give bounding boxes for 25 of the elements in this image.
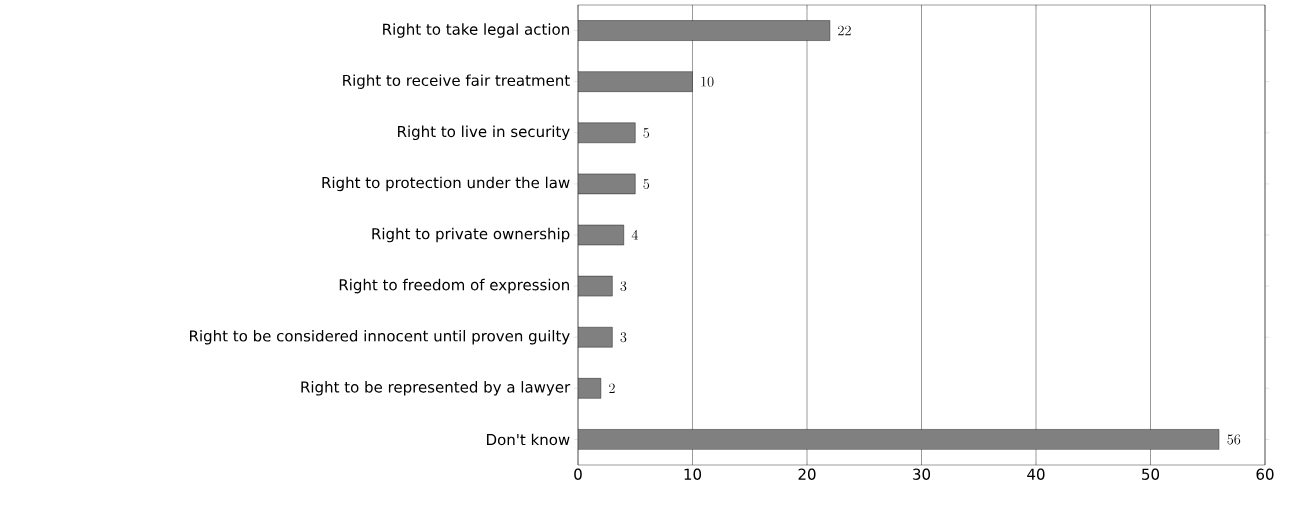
data-label: 5 (643, 127, 650, 138)
data-label: 5 (643, 178, 650, 189)
x-tick-label: 50 (1142, 468, 1160, 480)
data-label: 3 (620, 281, 627, 292)
y-tick-label: Don't know (487, 433, 570, 446)
y-tick-label: Right to be represented by a lawyer (301, 381, 571, 396)
y-tick-label: Right to private ownership (372, 227, 570, 243)
y-tick-label: Right to be considered innocent until proven guilty (190, 329, 570, 345)
y-tick-label: Right to receive fair treatment (343, 74, 570, 89)
data-label: 10 (701, 76, 714, 87)
data-label: 4 (631, 229, 638, 240)
x-tick-label: 30 (913, 468, 931, 480)
x-tick-label: 20 (798, 468, 816, 480)
x-tick-label: 0 (574, 468, 582, 480)
data-label: 2 (609, 383, 615, 393)
y-tick-label: Right to take legal action (383, 23, 569, 38)
data-label: 22 (838, 25, 851, 36)
y-tick-label: Right to live in security (398, 125, 570, 141)
x-tick-label: 10 (684, 468, 702, 480)
y-tick-label: Right to freedom of expression (339, 278, 569, 294)
x-tick-label: 40 (1027, 468, 1045, 480)
y-tick-label: Right to protection under the law (322, 176, 570, 192)
data-label: 56 (1227, 434, 1241, 445)
data-label: 3 (620, 332, 627, 343)
x-tick-label: 60 (1256, 468, 1274, 480)
